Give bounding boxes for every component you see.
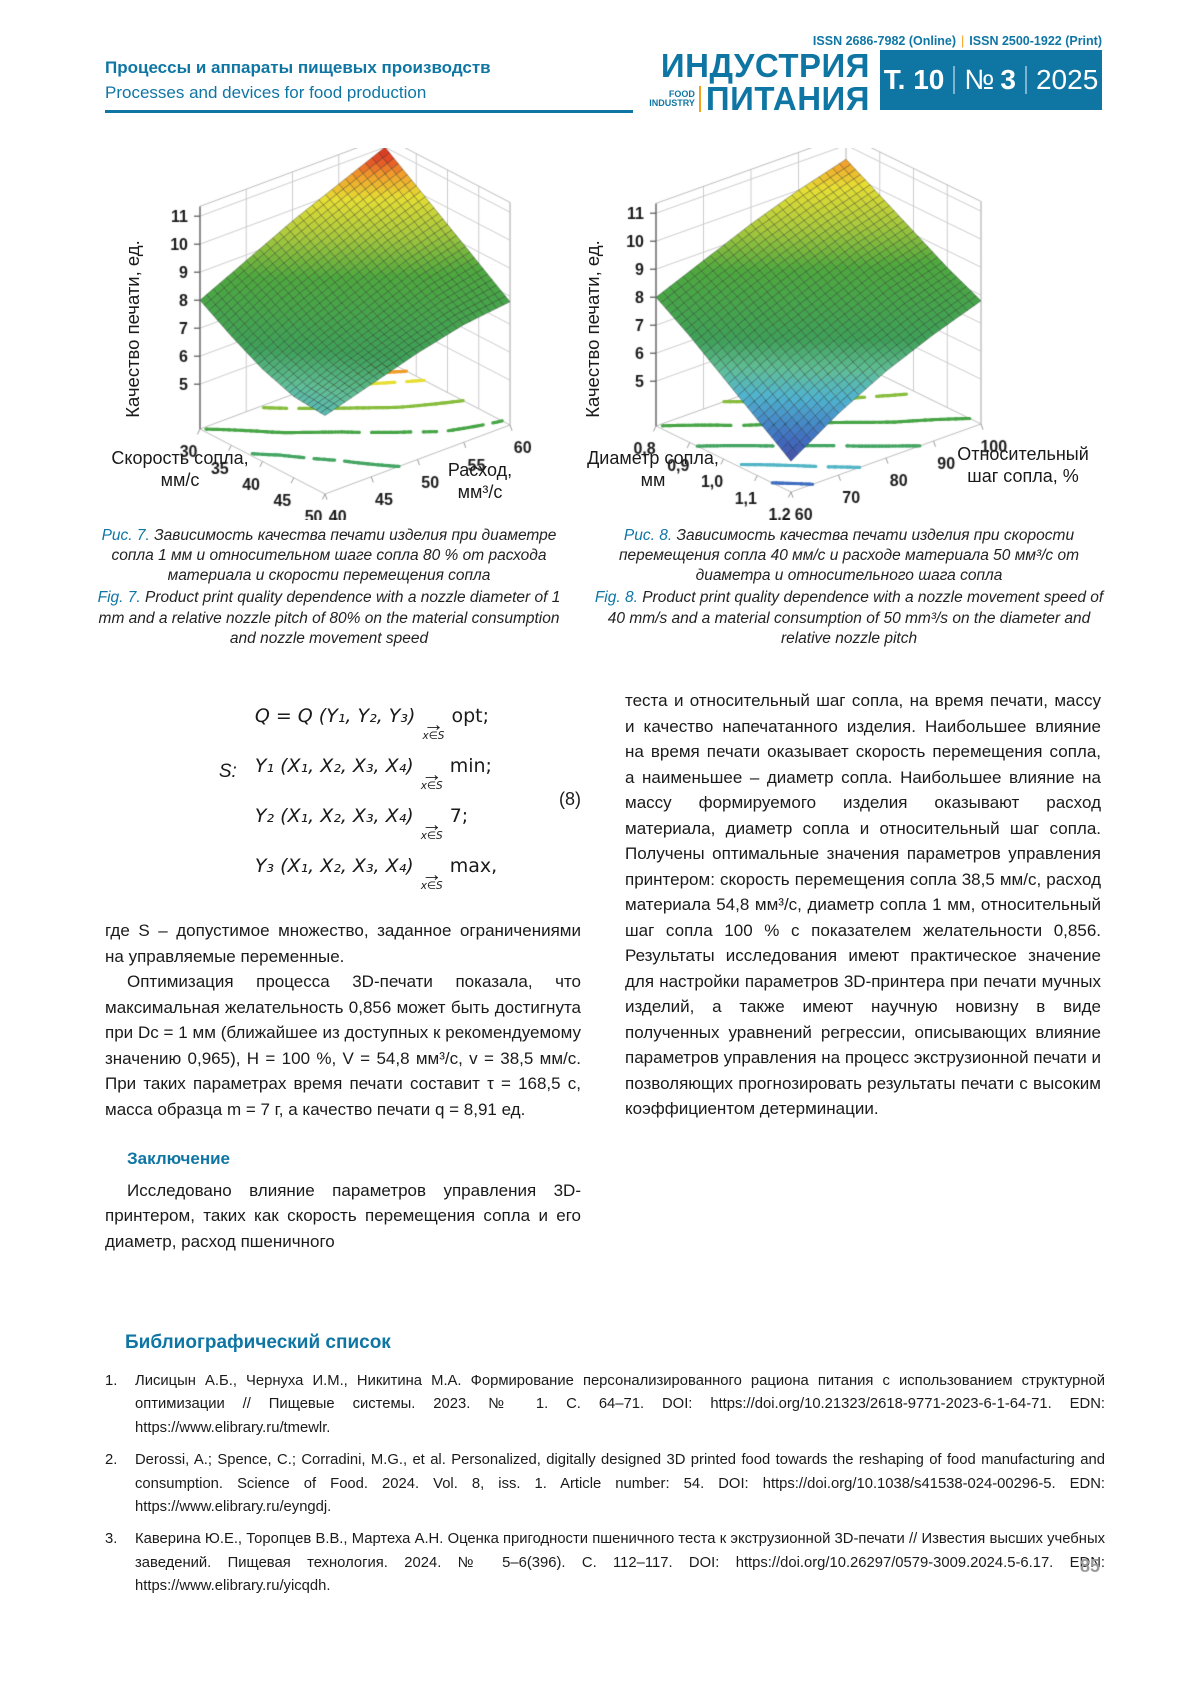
volume-issue-box: Т. 10 № 3 2025 — [880, 50, 1102, 110]
bib-item-number: 2. — [105, 1452, 118, 1469]
surface-chart-7 — [90, 148, 568, 520]
figure-8-caption-ru: Зависимость качества печати изделия при … — [619, 527, 1079, 585]
under-arrow: → x∈S — [420, 813, 443, 842]
volume-separator — [953, 66, 956, 94]
x-axis-title-8: Диаметр сопла, мм — [587, 448, 719, 490]
bibliography-item: 3. Каверина Ю.Е., Торопцев В.В., Мартеха … — [105, 1528, 1105, 1598]
bib-item-number: 3. — [105, 1531, 118, 1548]
surface-plot-7: Качество печати, ед. Скорость сопла, мм/с… — [90, 148, 568, 520]
journal-logo: ИНДУСТРИЯ FOOD INDUSTRY ПИТАНИЯ — [649, 47, 870, 118]
equation-s-label: S: — [218, 760, 237, 782]
figure-8-label-ru: Рис. 8. — [623, 527, 673, 544]
figure-7-label-ru: Рис. 7. — [101, 527, 150, 544]
issn-online: ISSN 2686-7982 (Online) — [812, 34, 957, 48]
journal-name-en: FOOD INDUSTRY — [649, 88, 695, 109]
paragraph-where-s: где S – допустимое множество, заданное о… — [105, 921, 581, 966]
left-column: S: Q = Q (Y₁, Y₂, Y₃) → x∈S opt; Y₁ (X₁, X₂… — [105, 688, 581, 1254]
paragraph-optimization: Оптимизация процесса 3D-печати показала,… — [105, 972, 581, 1119]
figure-8-label-en: Fig. 8. — [594, 589, 638, 607]
body-columns: S: Q = Q (Y₁, Y₂, Y₃) → x∈S opt; Y₁ (X₁, X₂… — [105, 688, 1102, 1254]
figure-7-label-en: Fig. 7. — [97, 589, 141, 607]
issue-number: 3 — [1000, 64, 1016, 95]
volume-label: Т. 10 — [883, 64, 945, 95]
issn-line: ISSN 2686-7982 (Online) | ISSN 2500-1922 (… — [813, 34, 1102, 48]
y-axis-title-7: Расход, мм³/с — [447, 460, 513, 502]
issn-print: ISSN 2500-1922 (Print) — [969, 34, 1102, 48]
under-arrow: → x∈S — [420, 863, 443, 892]
figure-7: Качество печати, ед. Скорость сопла, мм/с… — [90, 148, 568, 649]
conclusion-paragraph: Исследовано влияние параметров управлени… — [105, 1180, 581, 1251]
bibliography-item: 2. Derossi, A.; Spence, C.; Corradini, M.… — [105, 1449, 1105, 1519]
journal-name-line2: ПИТАНИЯ — [705, 80, 870, 118]
conclusion-heading: Заключение — [127, 1149, 230, 1168]
figure-7-caption-ru: Зависимость качества печати изделия при … — [111, 527, 557, 585]
equation-line-3: Y₂ (X₁, X₂, X₃, X₄) → x∈S 7; — [254, 805, 469, 842]
figure-8-caption-en: Product print quality dependence with a … — [607, 589, 1104, 647]
figure-7-caption-en: Product print quality dependence with a … — [98, 589, 561, 647]
figure-7-caption: Рис. 7. Зависимость качества печати изде… — [90, 526, 568, 649]
issue-sign: № — [964, 64, 995, 95]
figure-8-caption: Рис. 8. Зависимость качества печати изде… — [586, 526, 1112, 649]
right-column: теста и относительный шаг сопла, на врем… — [625, 688, 1101, 1254]
z-axis-title-8: Качество печати, ед. — [582, 240, 603, 418]
journal-name-line1: ИНДУСТРИЯ — [660, 47, 870, 84]
bibliography-heading: Библиографический список — [125, 1332, 391, 1353]
bib-item-number: 1. — [105, 1373, 118, 1389]
section-header: Процессы и аппараты пищевых производств … — [105, 56, 491, 105]
z-axis-title-7: Качество печати, ед. — [122, 240, 143, 418]
header-rule — [105, 110, 633, 113]
bib-item-text: Каверина Ю.Е., Торопцев В.В., Мартеха А.… — [135, 1531, 1105, 1594]
equation-number: (8) — [559, 788, 581, 809]
bib-item-text: Derossi, A.; Spence, C.; Corradini, M.G.… — [135, 1452, 1105, 1515]
under-arrow: → x∈S — [422, 713, 445, 742]
year-label: 2025 — [1035, 64, 1099, 95]
page-number: 85 — [1079, 1556, 1100, 1576]
logo-divider — [698, 86, 701, 113]
surface-plot-8: Качество печати, ед. Диаметр сопла, мм От… — [582, 148, 1112, 520]
equation-line-1: Q = Q (Y₁, Y₂, Y₃) → x∈S opt; — [254, 705, 490, 742]
equation-8: S: Q = Q (Y₁, Y₂, Y₃) → x∈S opt; Y₁ (X₁, X₂… — [105, 702, 581, 892]
figures-row: Качество печати, ед. Скорость сопла, мм/с… — [90, 148, 1112, 649]
figure-8: Качество печати, ед. Диаметр сопла, мм От… — [582, 148, 1112, 649]
bibliography-item: 1. Лисицын А.Б., Чернуха И.М., Никитина М… — [105, 1370, 1105, 1440]
issn-separator: | — [961, 34, 965, 48]
section-title-en: Processes and devices for food productio… — [105, 82, 427, 102]
equation-line-4: Y₃ (X₁, X₂, X₃, X₄) → x∈S max, — [254, 855, 498, 892]
under-arrow: → x∈S — [420, 763, 443, 792]
equation-line-2: Y₁ (X₁, X₂, X₃, X₄) → x∈S min; — [254, 755, 492, 792]
volume-separator — [1024, 66, 1027, 94]
surface-chart-8 — [586, 148, 1112, 520]
bibliography-section: Библиографический список 1. Лисицын А.Б.,… — [105, 1332, 1105, 1607]
y-axis-title-8: Относительный шаг сопла, % — [957, 444, 1089, 486]
bib-item-text: Лисицын А.Б., Чернуха И.М., Никитина М.А… — [135, 1373, 1105, 1436]
paragraph-continuation: теста и относительный шаг сопла, на врем… — [625, 691, 1101, 1118]
x-axis-title-7: Скорость сопла, мм/с — [111, 448, 249, 490]
section-title-ru: Процессы и аппараты пищевых производств — [105, 58, 491, 77]
